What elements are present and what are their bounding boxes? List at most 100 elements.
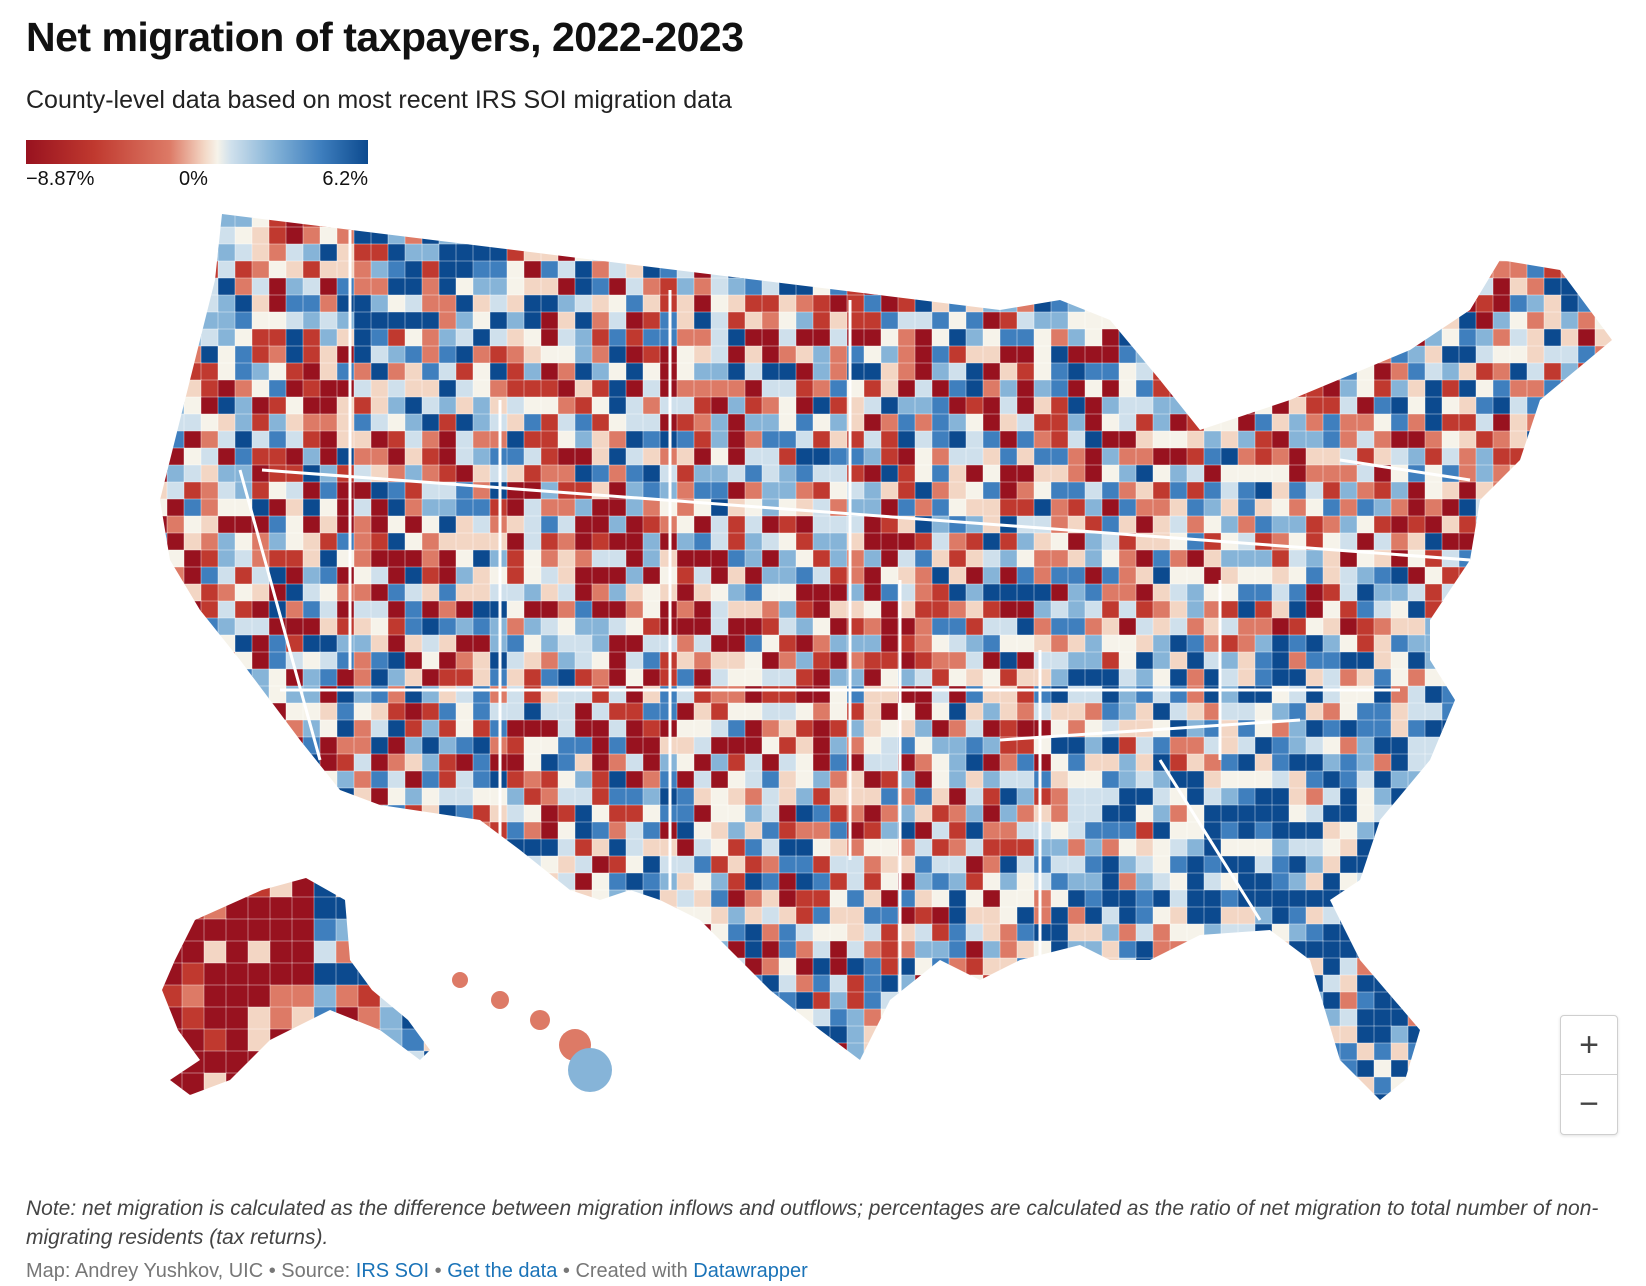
county-cell[interactable] xyxy=(982,821,1001,840)
county-cell[interactable] xyxy=(863,753,882,772)
county-cell[interactable] xyxy=(1305,804,1324,823)
county-cell[interactable] xyxy=(200,396,219,415)
county-cell[interactable] xyxy=(1458,889,1477,908)
county-cell[interactable] xyxy=(1288,277,1307,296)
county-cell[interactable] xyxy=(234,838,253,857)
county-cell[interactable] xyxy=(234,872,253,891)
county-cell[interactable] xyxy=(387,940,406,959)
county-cell[interactable] xyxy=(1033,515,1052,534)
county-cell[interactable] xyxy=(1611,719,1630,738)
county-cell[interactable] xyxy=(744,600,763,619)
county-cell[interactable] xyxy=(540,260,559,279)
county-cell[interactable] xyxy=(166,821,185,840)
county-cell[interactable] xyxy=(200,294,219,313)
county-cell[interactable] xyxy=(1458,260,1477,279)
county-cell[interactable] xyxy=(1220,889,1239,908)
county-cell[interactable] xyxy=(965,379,984,398)
county-cell[interactable] xyxy=(965,1076,984,1095)
county-cell[interactable] xyxy=(1016,770,1035,789)
county-cell[interactable] xyxy=(1526,396,1545,415)
county-cell[interactable] xyxy=(1067,787,1086,806)
county-cell[interactable] xyxy=(965,413,984,432)
county-cell[interactable] xyxy=(574,566,593,585)
county-cell[interactable] xyxy=(1611,430,1630,449)
county-cell[interactable] xyxy=(1271,770,1290,789)
county-cell[interactable] xyxy=(1492,413,1511,432)
county-cell[interactable] xyxy=(1424,226,1443,245)
county-cell[interactable] xyxy=(1577,243,1596,262)
county-cell[interactable] xyxy=(1458,210,1477,228)
county-cell[interactable] xyxy=(1594,770,1613,789)
county-cell[interactable] xyxy=(160,918,183,942)
county-cell[interactable] xyxy=(1509,872,1528,891)
county-cell[interactable] xyxy=(181,984,205,1008)
county-cell[interactable] xyxy=(285,413,304,432)
county-cell[interactable] xyxy=(863,668,882,687)
county-cell[interactable] xyxy=(999,260,1018,279)
county-cell[interactable] xyxy=(1016,532,1035,551)
county-cell[interactable] xyxy=(1254,787,1273,806)
county-cell[interactable] xyxy=(744,481,763,500)
county-cell[interactable] xyxy=(302,821,321,840)
county-cell[interactable] xyxy=(982,566,1001,585)
county-cell[interactable] xyxy=(761,736,780,755)
county-cell[interactable] xyxy=(404,515,423,534)
county-cell[interactable] xyxy=(336,736,355,755)
county-cell[interactable] xyxy=(625,1008,644,1027)
county-cell[interactable] xyxy=(1288,940,1307,959)
county-cell[interactable] xyxy=(1373,1059,1392,1078)
county-cell[interactable] xyxy=(1050,651,1069,670)
county-cell[interactable] xyxy=(404,413,423,432)
county-cell[interactable] xyxy=(234,804,253,823)
county-cell[interactable] xyxy=(812,583,831,602)
county-cell[interactable] xyxy=(829,1025,848,1044)
county-cell[interactable] xyxy=(829,515,848,534)
county-cell[interactable] xyxy=(1594,957,1613,976)
county-cell[interactable] xyxy=(829,549,848,568)
county-cell[interactable] xyxy=(897,413,916,432)
county-cell[interactable] xyxy=(1594,294,1613,313)
county-cell[interactable] xyxy=(1560,685,1579,704)
county-cell[interactable] xyxy=(1560,583,1579,602)
county-cell[interactable] xyxy=(1475,940,1494,959)
county-cell[interactable] xyxy=(1356,651,1375,670)
county-cell[interactable] xyxy=(523,787,542,806)
county-cell[interactable] xyxy=(727,838,746,857)
county-cell[interactable] xyxy=(1254,804,1273,823)
county-cell[interactable] xyxy=(1203,328,1222,347)
county-cell[interactable] xyxy=(1475,260,1494,279)
county-cell[interactable] xyxy=(1424,1093,1443,1112)
county-cell[interactable] xyxy=(1016,872,1035,891)
county-cell[interactable] xyxy=(150,226,168,245)
county-cell[interactable] xyxy=(1475,311,1494,330)
county-cell[interactable] xyxy=(761,600,780,619)
county-cell[interactable] xyxy=(744,634,763,653)
county-cell[interactable] xyxy=(829,923,848,942)
county-cell[interactable] xyxy=(353,328,372,347)
county-cell[interactable] xyxy=(353,498,372,517)
county-cell[interactable] xyxy=(1322,702,1341,721)
county-cell[interactable] xyxy=(557,413,576,432)
county-cell[interactable] xyxy=(1254,345,1273,364)
county-cell[interactable] xyxy=(659,260,678,279)
county-cell[interactable] xyxy=(1084,974,1103,993)
county-cell[interactable] xyxy=(1560,210,1579,228)
county-cell[interactable] xyxy=(1135,991,1154,1010)
county-cell[interactable] xyxy=(247,1094,271,1118)
county-cell[interactable] xyxy=(1152,566,1171,585)
county-cell[interactable] xyxy=(472,277,491,296)
county-cell[interactable] xyxy=(489,889,508,908)
county-cell[interactable] xyxy=(540,991,559,1010)
county-cell[interactable] xyxy=(1067,855,1086,874)
county-cell[interactable] xyxy=(1441,210,1460,228)
county-cell[interactable] xyxy=(1305,1076,1324,1095)
county-cell[interactable] xyxy=(506,787,525,806)
county-cell[interactable] xyxy=(642,243,661,262)
county-cell[interactable] xyxy=(1135,328,1154,347)
county-cell[interactable] xyxy=(1458,277,1477,296)
county-cell[interactable] xyxy=(523,1042,542,1061)
map-container[interactable] xyxy=(0,200,1646,1160)
county-cell[interactable] xyxy=(1237,328,1256,347)
county-cell[interactable] xyxy=(693,1059,712,1078)
county-cell[interactable] xyxy=(812,600,831,619)
